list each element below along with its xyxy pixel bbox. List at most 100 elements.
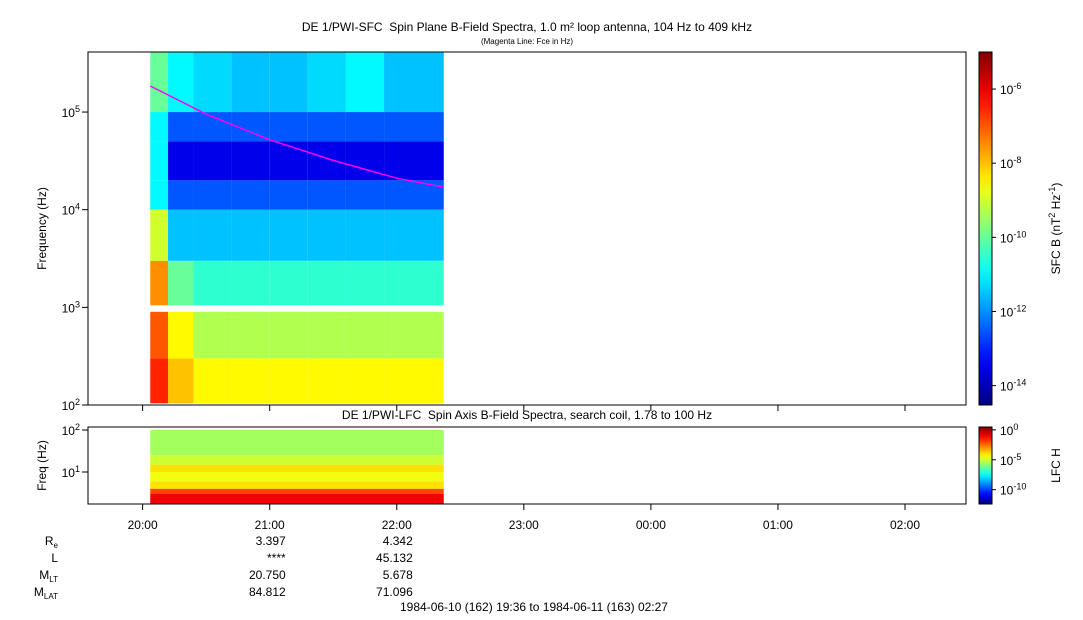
colorbar-label-part: -1 [1047,187,1057,195]
colorbar-label: SFC B (nT2 Hz-1) [1047,183,1063,275]
spectrogram-cell [384,358,444,404]
x-tick-label: 00:00 [636,518,666,532]
spectrogram-cell [193,260,232,306]
colorbar-label-part: SFC B (nT [1049,217,1063,274]
plot-frame [87,426,967,505]
y-axis-label: Frequency (Hz) [35,187,49,270]
ephemeris-label: MLAT [34,585,58,601]
colorbar-tick-label: 10-12 [1000,303,1026,319]
spectrogram-cell [168,180,194,210]
spectrogram-cell [384,311,444,359]
colorbar [978,51,993,406]
spectrogram-cell [231,180,270,210]
spectrogram-cell [307,311,346,359]
spectrogram-cell [150,112,169,142]
x-tick-label: 20:00 [128,518,158,532]
spectrogram-cell [307,358,346,404]
y-tick-label: 104 [62,202,80,218]
y-tick-label: 102 [62,422,80,438]
spectrogram-cell [231,311,270,359]
time-range: 1984-06-10 (162) 19:36 to 1984-06-11 (16… [400,600,668,614]
spectrogram-cell [345,311,385,359]
spectrogram-cell [384,180,444,210]
colorbar-label-part: 2 [1047,213,1057,218]
ephemeris-label-part: R [45,534,54,548]
panel-title: DE 1/PWI-LFC Spin Axis B-Field Spectra, … [342,408,712,422]
spectrogram-cell [269,260,308,306]
colorbar-label: LFC H [1049,448,1063,483]
spectrogram-cell [384,52,444,113]
ephemeris-label-part: L [51,551,58,565]
spectrogram-cell [269,141,308,181]
spectrogram-cell [193,209,232,261]
y-tick-label: 103 [62,299,80,315]
spectrogram-cell [193,180,232,210]
spectrogram-cell [345,180,385,210]
spectrogram-cell [150,311,169,359]
spectrogram-cell [269,112,308,142]
spectrogram-cell [269,180,308,210]
ephemeris-label: L [51,551,58,565]
spectrogram-cell [168,260,194,306]
fce-line [149,85,444,188]
spectrogram-cell [384,112,444,142]
spectrogram-cell [231,141,270,181]
spectrogram-cell [345,260,385,306]
plot-frame [87,51,967,406]
ephemeris-value: 3.397 [256,534,286,548]
spectrogram-cell [168,358,194,404]
y-tick-label: 101 [62,464,80,480]
ephemeris-label-part: M [39,568,49,582]
colorbar-tick-label: 10-10 [1000,482,1026,498]
colorbar-tick-label: 10-10 [1000,229,1026,245]
spectrogram-cell [150,260,169,306]
spectrogram-cell [150,358,169,404]
x-tick-label: 23:00 [509,518,539,532]
spectrogram-cell [150,430,444,456]
y-axis-label: Freq (Hz) [35,440,49,491]
spectrogram-cell [150,141,169,181]
spectrogram-cell [307,112,346,142]
spectrogram-cell [307,52,346,113]
spectrogram-cell [384,141,444,181]
colorbar-label-part: Hz [1049,195,1063,213]
ephemeris-label: MLT [39,568,58,584]
ephemeris-value: **** [267,551,286,565]
spectrogram-cell [231,358,270,404]
spectrogram-cell [345,52,385,113]
spectrogram-cell [193,358,232,404]
spectrogram-cell [307,141,346,181]
colorbar-tick-label: 10-8 [1000,155,1021,171]
spectrogram-cell [269,209,308,261]
y-tick-label: 102 [62,397,80,413]
ephemeris-label-part: LAT [44,592,58,601]
ephemeris-label-part: M [34,585,44,599]
colorbar-tick-label: 100 [1000,422,1018,438]
spectrogram-cell [384,209,444,261]
spectrogram-cell [168,209,194,261]
colorbar-label-part: LFC H [1049,448,1063,483]
spectrogram-cell [269,358,308,404]
spectrogram-cell [231,52,270,113]
spectrogram-cell [150,464,444,473]
ephemeris-value: 71.096 [376,585,413,599]
chart-title: DE 1/PWI-SFC Spin Plane B-Field Spectra,… [302,20,752,34]
x-tick-label: 21:00 [255,518,285,532]
spectrogram-cell [345,112,385,142]
chart-subtitle: (Magenta Line: Fce in Hz) [481,37,573,46]
ephemeris-label: Re [45,534,59,550]
spectrogram-cell [345,141,385,181]
x-tick-label: 01:00 [763,518,793,532]
spectrogram-cell [269,52,308,113]
x-tick-label: 02:00 [890,518,920,532]
spectrogram-cell [307,180,346,210]
colorbar [978,426,993,505]
ephemeris-label-part: e [54,541,59,550]
spectrogram-cell [150,52,169,113]
spectrogram-cell [307,260,346,306]
ephemeris-value: 84.812 [249,585,286,599]
ephemeris-value: 45.132 [376,551,413,565]
y-tick-label: 105 [62,104,80,120]
spectrogram-cell [150,488,444,494]
